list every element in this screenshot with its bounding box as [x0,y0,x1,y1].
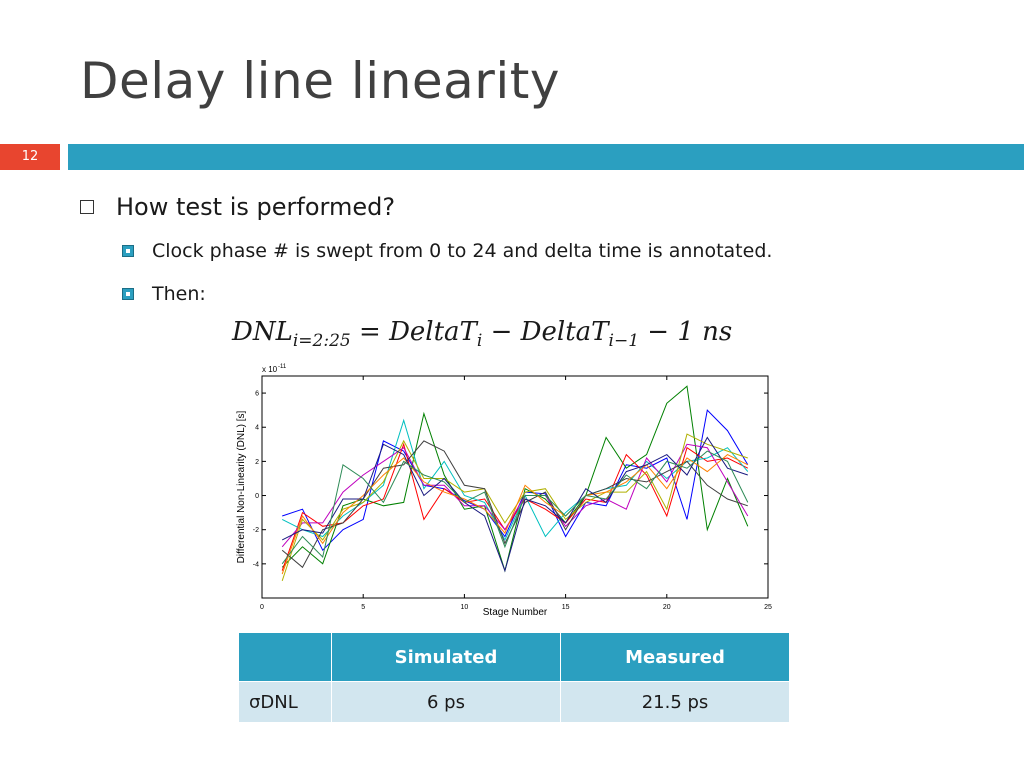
table-cell-measured: 21.5 ps [560,681,790,723]
x-tick-label: 0 [260,604,264,611]
table-header-measured: Measured [560,632,790,682]
x-tick-label: 20 [663,604,671,611]
formula-lhs-sub: i=2:25 [292,331,351,352]
y-multiplier-label: x 10 [262,365,278,374]
table-row: σDNL 6 ps 21.5 ps [238,681,790,723]
formula-term2-sub: i−1 [608,331,640,352]
y-axis-label: Differential Non-Linearity (DNL) [s] [236,410,247,563]
slide-title: Delay line linearity [80,52,560,110]
y-tick-label: 6 [255,391,259,398]
y-tick-label: -2 [253,527,259,534]
hollow-square-bullet-icon [80,200,94,214]
x-tick-label: 10 [461,604,469,611]
y-tick-label: 2 [255,459,259,466]
bullet-text: Clock phase # is swept from 0 to 24 and … [152,240,773,262]
formula-lhs: DNL [232,317,293,347]
bullet-level2: Then: [122,283,206,305]
series-line-8 [281,454,749,575]
table-cell-simulated: 6 ps [331,681,561,723]
y-tick-label: 0 [255,493,259,500]
y-tick-label: 4 [255,425,259,432]
formula-term1: DeltaT [389,317,477,347]
formula-term1-sub: i [476,331,483,352]
bullet-text: How test is performed? [116,193,396,221]
square-bullet-icon [122,245,134,257]
dnl-line-chart: 0 5 10 15 20 25 -4 -2 0 2 4 6 x 10 -11 Stage Number… [236,364,772,618]
series-line-3 [281,442,749,571]
dnl-formula: DNLi=2:25 = DeltaTi − DeltaTi−1 − 1 ns [232,317,733,352]
series-line-7 [281,440,748,569]
series-line-10 [281,450,749,565]
table-row-label: σDNL [238,681,332,723]
bullet-level1: How test is performed? [80,193,395,221]
title-divider-bar [68,144,1024,170]
square-bullet-icon [122,288,134,300]
series-line-5 [281,443,749,548]
table-header-simulated: Simulated [331,632,561,682]
series-line-2 [281,385,749,573]
y-multiplier-exponent: -11 [278,364,287,370]
y-tick-label: -4 [253,561,259,568]
bullet-level2: Clock phase # is swept from 0 to 24 and … [122,240,772,262]
x-tick-label: 5 [361,604,365,611]
results-table: Simulated Measured σDNL 6 ps 21.5 ps [238,632,790,723]
formula-term2: DeltaT [520,317,609,347]
table-header-row: Simulated Measured [238,632,790,682]
plot-area [261,375,769,599]
x-axis-label: Stage Number [483,607,548,618]
formula-tail: 1 ns [677,317,733,347]
x-tick-label: 15 [562,604,570,611]
bullet-text: Then: [152,283,206,305]
table-header-blank [238,632,332,682]
series-line-9 [281,436,748,573]
x-tick-label: 25 [764,604,772,611]
slide-number: 12 [0,144,60,170]
